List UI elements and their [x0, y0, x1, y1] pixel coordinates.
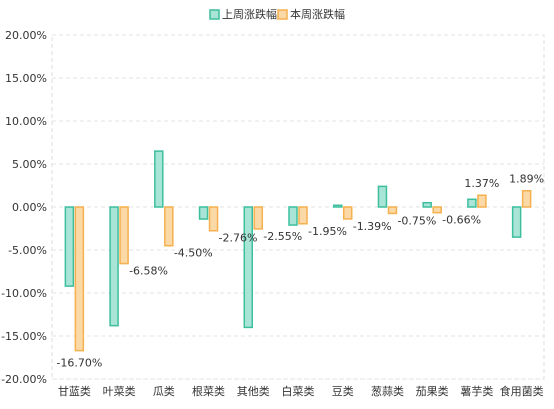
bars — [64, 150, 532, 352]
bar-last-week[interactable] — [377, 185, 388, 208]
bar-this-week[interactable] — [119, 206, 129, 265]
data-label: -1.39% — [353, 220, 392, 233]
x-tick-label: 薯芋类 — [460, 384, 493, 398]
y-tick-label: 10.00% — [5, 115, 47, 128]
x-tick-label: 豆类 — [332, 384, 354, 398]
x-tick-label: 葱蒜类 — [371, 384, 404, 398]
bar-this-week[interactable] — [387, 206, 398, 215]
bar-last-week[interactable] — [288, 206, 298, 226]
x-tick-label: 食用菌类 — [500, 384, 544, 398]
data-label: -4.50% — [174, 247, 213, 260]
bar-this-week[interactable] — [342, 206, 353, 220]
x-tick-label: 白菜类 — [282, 384, 315, 398]
y-tick-label: 0.00% — [12, 201, 47, 214]
bar-this-week[interactable] — [74, 206, 85, 352]
data-label: -0.75% — [397, 214, 436, 227]
y-tick-label: 5.00% — [12, 158, 47, 171]
bar-last-week[interactable] — [109, 206, 119, 327]
x-tick-label: 叶菜类 — [103, 384, 136, 398]
bar-last-week[interactable] — [332, 204, 343, 208]
bar-last-week[interactable] — [422, 201, 432, 208]
y-tick-label: 15.00% — [5, 72, 47, 85]
x-axis: 甘蓝类 叶菜类 瓜类 根菜类 其他类 白菜类 豆类 葱蒜类 茄果类 薯芋类 食用菌类 — [58, 384, 544, 398]
bar-last-week[interactable] — [64, 206, 75, 287]
bar-this-week[interactable] — [208, 206, 219, 232]
x-tick-label: 瓜类 — [153, 384, 175, 398]
data-label: -1.95% — [308, 225, 347, 238]
x-tick-label: 根菜类 — [192, 384, 225, 398]
bar-last-week[interactable] — [467, 198, 477, 208]
legend-label: 上周涨跌幅 — [222, 7, 277, 21]
bar-this-week[interactable] — [521, 189, 532, 208]
legend: 上周涨跌幅 本周涨跌幅 — [209, 7, 345, 21]
legend-label: 本周涨跌幅 — [290, 7, 345, 21]
data-label: -2.76% — [219, 232, 258, 245]
data-label: -2.55% — [263, 230, 302, 243]
bar-last-week[interactable] — [154, 150, 164, 208]
legend-swatch — [277, 9, 288, 20]
data-label: -16.70% — [56, 357, 102, 370]
bar-this-week[interactable] — [253, 206, 264, 230]
grid — [51, 34, 545, 380]
legend-item-last-week[interactable]: 上周涨跌幅 — [209, 7, 277, 21]
bar-last-week[interactable] — [511, 206, 522, 238]
data-label: 1.37% — [464, 177, 499, 190]
legend-item-this-week[interactable]: 本周涨跌幅 — [277, 7, 345, 21]
y-tick-label: -15.00% — [1, 330, 47, 343]
y-tick-label: -10.00% — [1, 287, 47, 300]
bar-this-week[interactable] — [432, 206, 442, 214]
data-labels: -16.70% -6.58% -4.50% -2.76% -2.55% -1.95% -1.… — [56, 173, 544, 370]
y-axis: 20.00% 15.00% 10.00% 5.00% 0.00% -5.00% -10.00… — [1, 29, 47, 386]
y-tick-label: -5.00% — [8, 244, 47, 257]
legend-swatch — [209, 9, 220, 20]
y-tick-label: 20.00% — [5, 29, 47, 42]
x-tick-label: 其他类 — [237, 384, 270, 398]
data-label: 1.89% — [509, 173, 544, 186]
y-tick-label: -20.00% — [1, 373, 47, 386]
bar-this-week[interactable] — [298, 206, 308, 225]
bar-last-week[interactable] — [198, 206, 209, 220]
x-tick-label: 茄果类 — [416, 384, 449, 398]
x-tick-label: 甘蓝类 — [58, 384, 91, 398]
bar-last-week[interactable] — [243, 206, 254, 329]
bar-this-week[interactable] — [477, 194, 487, 208]
data-label: -6.58% — [129, 265, 168, 278]
bar-this-week[interactable] — [164, 206, 174, 247]
data-label: -0.66% — [442, 214, 481, 227]
